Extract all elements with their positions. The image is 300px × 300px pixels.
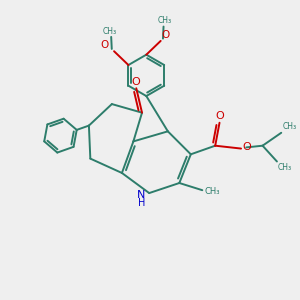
Text: O: O [243, 142, 251, 152]
Text: CH₃: CH₃ [278, 163, 292, 172]
Text: CH₃: CH₃ [103, 27, 117, 36]
Text: CH₃: CH₃ [282, 122, 296, 131]
Text: N: N [137, 190, 146, 200]
Text: O: O [100, 40, 109, 50]
Text: O: O [216, 111, 224, 121]
Text: CH₃: CH₃ [158, 16, 172, 26]
Text: O: O [131, 76, 140, 87]
Text: H: H [138, 198, 146, 208]
Text: O: O [161, 30, 170, 40]
Text: CH₃: CH₃ [204, 187, 220, 196]
